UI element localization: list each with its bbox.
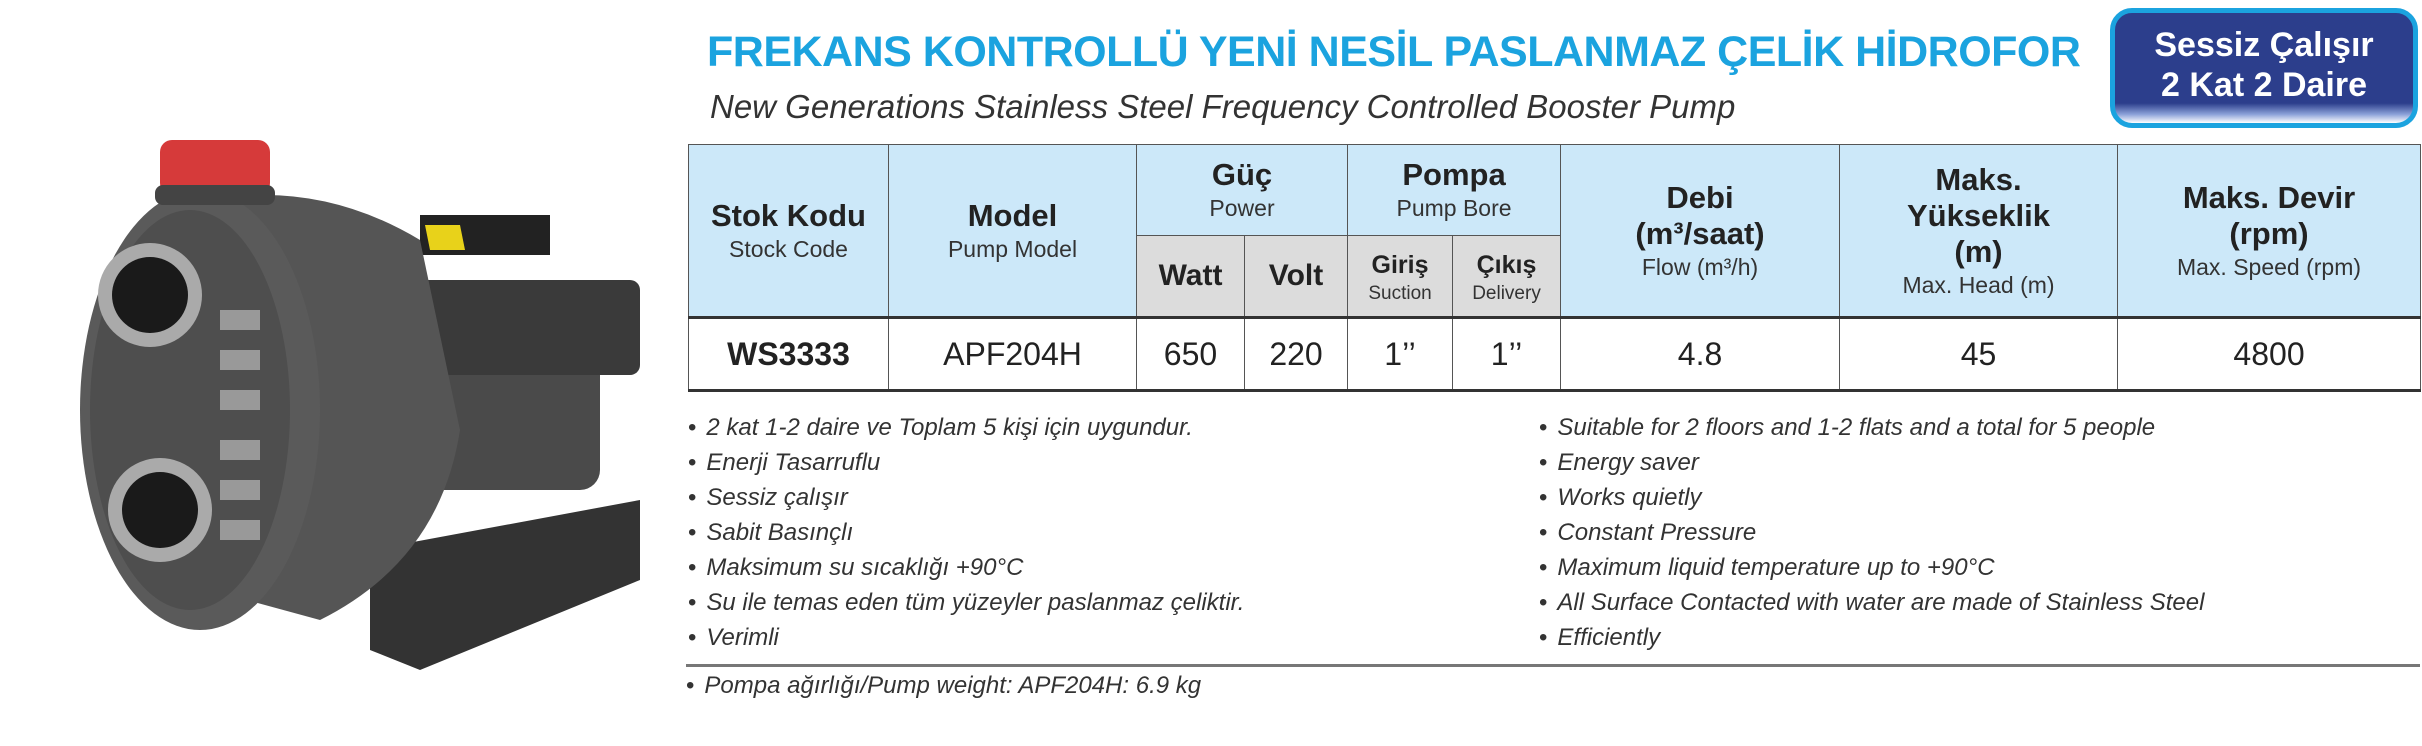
page-subtitle: New Generations Stainless Steel Frequenc… [710,88,1736,125]
page-title: FREKANS KONTROLLÜ YENİ NESİL PASLANMAZ Ç… [707,28,2081,76]
badge-line-2: 2 Kat 2 Daire [2161,66,2367,104]
badge-line-1: Sessiz Çalışır [2154,26,2374,64]
cell-volt: 220 [1243,317,1349,391]
list-item: Su ile temas eden tüm yüzeyler paslanmaz… [688,585,1244,620]
list-item: All Surface Contacted with water are mad… [1539,585,2204,620]
list-item: Constant Pressure [1539,515,2204,550]
cell-head: 45 [1839,317,2119,391]
list-item: Suitable for 2 floors and 1-2 flats and … [1539,410,2204,445]
list-item: 2 kat 1-2 daire ve Toplam 5 kişi için uy… [688,410,1244,445]
list-item: Maximum liquid temperature up to +90°C [1539,550,2204,585]
list-item: Sessiz çalışır [688,480,1244,515]
header-stock-code: Stok Kodu Stock Code [688,144,889,318]
divider [686,664,2420,667]
list-item: Efficiently [1539,620,2204,655]
list-item: Sabit Basınçlı [688,515,1244,550]
cell-model: APF204H [888,317,1137,391]
cell-speed: 4800 [2117,317,2422,391]
list-item: Verimli [688,620,1244,655]
features-list-en: Suitable for 2 floors and 1-2 flats and … [1539,410,2204,655]
features-list-tr: 2 kat 1-2 daire ve Toplam 5 kişi için uy… [688,410,1244,655]
cell-watt: 650 [1136,317,1245,391]
header-bore: Pompa Pump Bore [1347,144,1562,236]
cell-flow: 4.8 [1560,317,1841,391]
header-flow: Debi (m³/saat) Flow (m³/h) [1560,144,1841,318]
list-item: Works quietly [1539,480,2204,515]
list-item: Enerji Tasarruflu [688,445,1244,480]
header-delivery: Çıkış Delivery [1452,235,1562,318]
header-volt: Volt [1243,235,1349,318]
spec-table: Stok Kodu Stock Code Model Pump Model Güç P… [688,144,2422,392]
list-item: Energy saver [1539,445,2204,480]
weight-note: Pompa ağırlığı/Pump weight: APF204H: 6.9… [686,668,1201,703]
list-item: Maksimum su sıcaklığı +90°C [688,550,1244,585]
feature-badge: Sessiz Çalışır 2 Kat 2 Daire [2110,8,2418,128]
header-watt: Watt [1136,235,1245,318]
list-item: Pompa ağırlığı/Pump weight: APF204H: 6.9… [686,668,1201,703]
header-suction: Giriş Suction [1347,235,1454,318]
header-power: Güç Power [1135,144,1349,236]
table-row: WS3333 APF204H 650 220 1’’ 1’’ 4.8 45 48… [688,317,2422,391]
cell-suction: 1’’ [1347,317,1454,391]
cell-delivery: 1’’ [1452,317,1562,391]
pump-product-image [80,140,640,670]
cell-stock: WS3333 [688,317,889,391]
header-model: Model Pump Model [888,144,1137,318]
header-speed: Maks. Devir (rpm) Max. Speed (rpm) [2117,144,2422,318]
header-head: Maks. Yükseklik (m) Max. Head (m) [1839,144,2119,318]
